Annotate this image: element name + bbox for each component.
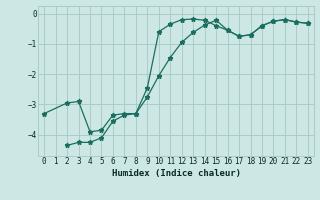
X-axis label: Humidex (Indice chaleur): Humidex (Indice chaleur)	[111, 169, 241, 178]
